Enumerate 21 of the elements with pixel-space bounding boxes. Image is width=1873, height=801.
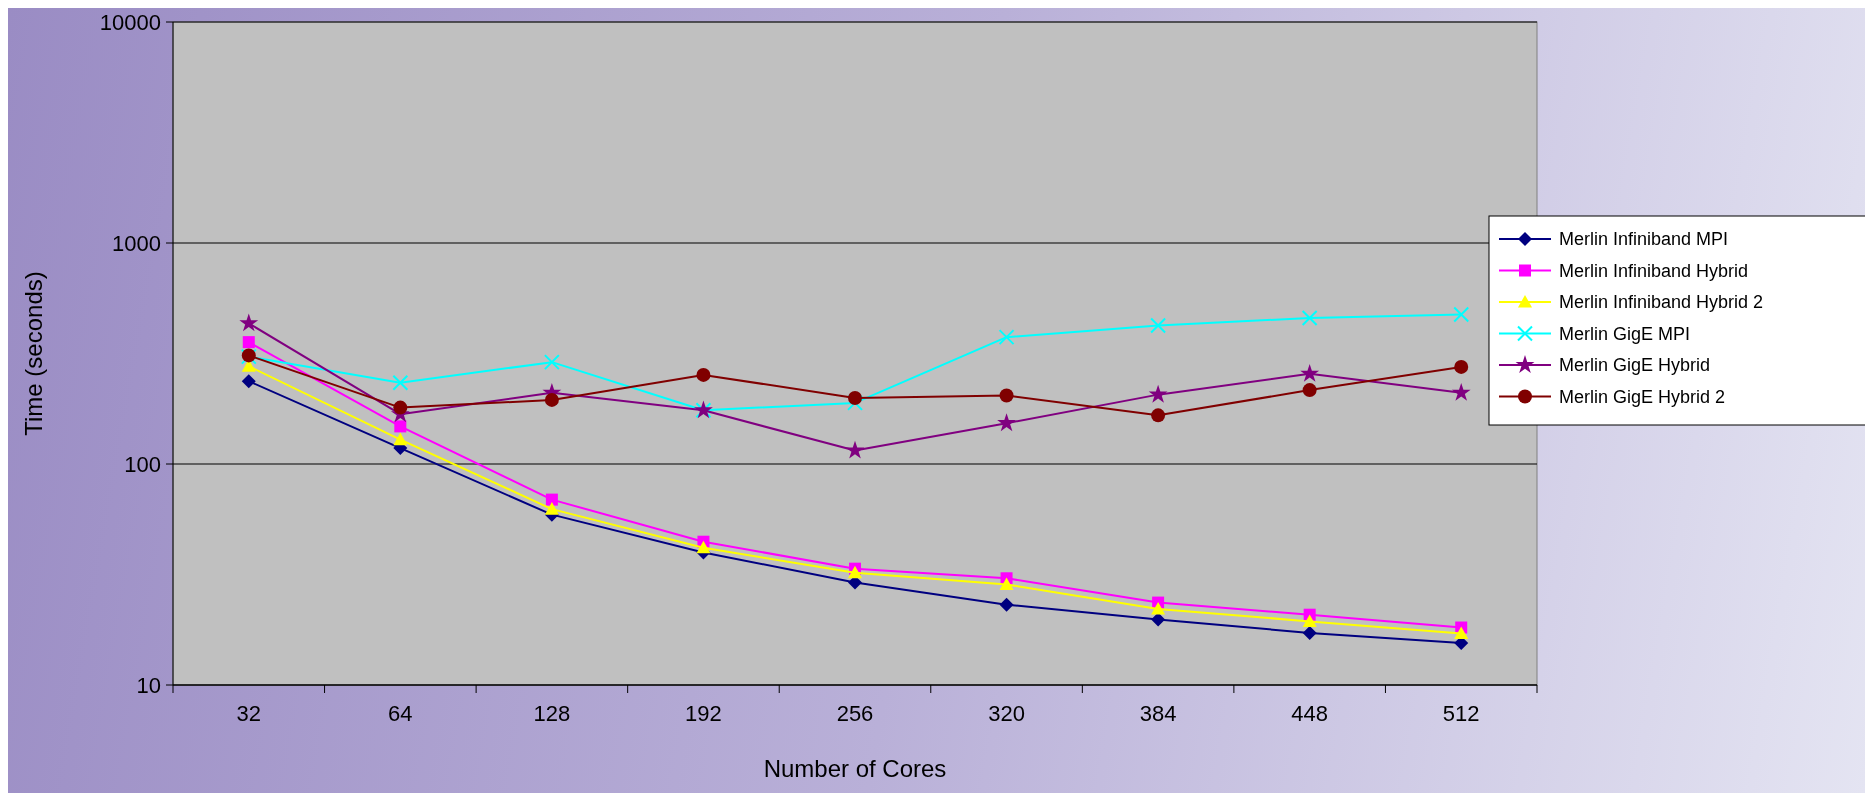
x-tick-label: 128 <box>533 701 571 726</box>
x-tick-label: 64 <box>388 701 413 726</box>
legend-label: Merlin GigE Hybrid <box>1559 355 1711 376</box>
y-tick-label: 1000 <box>112 230 161 256</box>
legend-label: Merlin Infiniband Hybrid 2 <box>1559 292 1764 313</box>
x-tick-label: 192 <box>685 701 722 726</box>
y-tick-label: 10000 <box>99 9 161 35</box>
x-axis-title: Number of Cores <box>763 755 947 782</box>
x-tick-label: 384 <box>1139 701 1177 726</box>
x-tick-label: 32 <box>236 701 262 726</box>
legend-label: Merlin Infiniband Hybrid <box>1559 260 1749 281</box>
x-tick-label: 512 <box>1442 701 1480 726</box>
y-tick-label: 10 <box>136 672 161 698</box>
y-tick-label: 100 <box>124 451 161 477</box>
legend-label: Merlin GigE Hybrid 2 <box>1559 386 1726 407</box>
x-tick-label: 448 <box>1291 701 1329 726</box>
y-axis-title: Time (seconds) <box>20 271 47 436</box>
x-tick-label: 320 <box>988 701 1025 726</box>
legend-label: Merlin GigE MPI <box>1559 323 1691 344</box>
x-tick-label: 256 <box>836 701 874 726</box>
legend-label: Merlin Infiniband MPI <box>1559 229 1729 250</box>
